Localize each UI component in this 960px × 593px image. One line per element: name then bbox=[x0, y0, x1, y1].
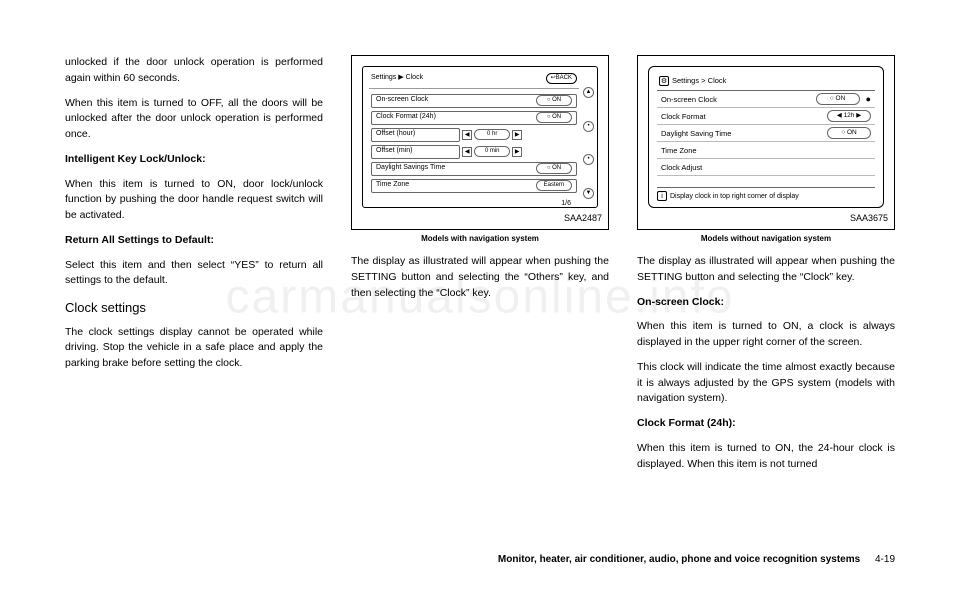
page-indicator: 1/6 bbox=[369, 199, 579, 210]
column-3: ⚙Settings > Clock On-screen Clock ○ ON ●… bbox=[637, 55, 895, 505]
figure-nav-screen: Settings ▶ Clock ↩BACK On-screen Clock ○ … bbox=[351, 55, 609, 230]
paragraph: This clock will indicate the time almost… bbox=[637, 360, 895, 407]
row-value: 0 hr bbox=[474, 129, 510, 140]
nav-row-dst: Daylight Savings Time ○ ON bbox=[371, 161, 577, 176]
simple-row-onscreen-clock: On-screen Clock ○ ON ● bbox=[657, 91, 875, 108]
row-value: ○ ON bbox=[536, 95, 572, 106]
right-arrow-icon: ▶ bbox=[512, 130, 522, 140]
column-1: unlocked if the door unlock operation is… bbox=[65, 55, 323, 505]
paragraph: When this item is turned to ON, a clock … bbox=[637, 319, 895, 351]
page-content: unlocked if the door unlock operation is… bbox=[65, 55, 895, 505]
paragraph: When this item is turned to ON, door loc… bbox=[65, 177, 323, 224]
simple-screen-display: ⚙Settings > Clock On-screen Clock ○ ON ●… bbox=[648, 66, 884, 208]
breadcrumb: Settings > Clock bbox=[672, 76, 726, 85]
footer-text: Display clock in top right corner of dis… bbox=[670, 193, 799, 200]
heading-return-defaults: Return All Settings to Default: bbox=[65, 233, 323, 249]
scroll-down-icon: ▼ bbox=[583, 188, 594, 199]
heading-intelligent-key: Intelligent Key Lock/Unlock: bbox=[65, 152, 323, 168]
row-label: On-screen Clock bbox=[661, 94, 816, 105]
scroll-up2-icon: • bbox=[583, 121, 594, 132]
simple-row-timezone: Time Zone bbox=[657, 142, 875, 159]
row-label: Offset (min) bbox=[376, 146, 412, 157]
row-value: Eastern bbox=[536, 180, 572, 191]
row-label: Clock Format (24h) bbox=[376, 112, 436, 123]
simple-row-dst: Daylight Saving Time ○ ON bbox=[657, 125, 875, 142]
nav-row-offset-hour: Offset (hour) ◀ 0 hr ▶ bbox=[371, 127, 577, 142]
paragraph: unlocked if the door unlock operation is… bbox=[65, 55, 323, 87]
selection-dot-icon: ● bbox=[866, 93, 871, 107]
scroll-down2-icon: • bbox=[583, 154, 594, 165]
row-label: On-screen Clock bbox=[376, 95, 428, 106]
settings-icon: ⚙ bbox=[659, 76, 669, 86]
row-label: Time Zone bbox=[376, 180, 409, 191]
nav-rows: On-screen Clock ○ ON Clock Format (24h) ○ … bbox=[369, 89, 579, 199]
heading-clock-settings: Clock settings bbox=[65, 298, 323, 318]
left-arrow-icon: ◀ bbox=[462, 147, 472, 157]
paragraph: The display as illustrated will appear w… bbox=[351, 254, 609, 301]
simple-footer: iDisplay clock in top right corner of di… bbox=[657, 187, 875, 203]
nav-row-clock-format: Clock Format (24h) ○ ON bbox=[371, 110, 577, 125]
figure-caption: Models without navigation system bbox=[637, 233, 895, 245]
figure-caption: Models with navigation system bbox=[351, 233, 609, 245]
back-button: ↩BACK bbox=[546, 73, 577, 84]
row-label: Clock Adjust bbox=[661, 162, 871, 173]
row-value: ○ ON bbox=[816, 93, 860, 105]
row-label: Clock Format bbox=[661, 111, 827, 122]
column-2: Settings ▶ Clock ↩BACK On-screen Clock ○ … bbox=[351, 55, 609, 505]
nav-row-onscreen-clock: On-screen Clock ○ ON bbox=[371, 93, 577, 108]
row-value: 0 min bbox=[474, 146, 510, 157]
paragraph: When this item is turned to ON, the 24-h… bbox=[637, 441, 895, 473]
simple-header: ⚙Settings > Clock bbox=[657, 73, 875, 91]
page-footer: Monitor, heater, air conditioner, audio,… bbox=[498, 554, 895, 565]
row-label: Time Zone bbox=[661, 145, 871, 156]
row-value: ○ ON bbox=[827, 127, 871, 139]
left-arrow-icon: ◀ bbox=[462, 130, 472, 140]
paragraph: The display as illustrated will appear w… bbox=[637, 254, 895, 286]
figure-code: SAA2487 bbox=[564, 212, 602, 226]
nav-row-timezone: Time Zone Eastern bbox=[371, 178, 577, 193]
footer-section: Monitor, heater, air conditioner, audio,… bbox=[498, 554, 860, 565]
info-icon: i bbox=[657, 191, 667, 201]
row-label: Daylight Saving Time bbox=[661, 128, 827, 139]
row-value: ◀ 12h ▶ bbox=[827, 110, 871, 122]
nav-row-offset-min: Offset (min) ◀ 0 min ▶ bbox=[371, 144, 577, 159]
figure-code: SAA3675 bbox=[850, 212, 888, 226]
figure-simple-screen: ⚙Settings > Clock On-screen Clock ○ ON ●… bbox=[637, 55, 895, 230]
paragraph: When this item is turned to OFF, all the… bbox=[65, 96, 323, 143]
breadcrumb: Settings ▶ Clock bbox=[371, 73, 423, 84]
heading-clock-format: Clock Format (24h): bbox=[637, 416, 895, 432]
right-arrow-icon: ▶ bbox=[512, 147, 522, 157]
row-label: Offset (hour) bbox=[376, 129, 415, 140]
nav-screen-display: Settings ▶ Clock ↩BACK On-screen Clock ○ … bbox=[362, 66, 598, 208]
simple-row-clock-format: Clock Format ◀ 12h ▶ bbox=[657, 108, 875, 125]
paragraph: Select this item and then select “YES” t… bbox=[65, 258, 323, 290]
simple-row-clock-adjust: Clock Adjust bbox=[657, 159, 875, 176]
row-value: ○ ON bbox=[536, 112, 572, 123]
page-number: 4-19 bbox=[875, 554, 895, 565]
row-value: ○ ON bbox=[536, 163, 572, 174]
row-label: Daylight Savings Time bbox=[376, 163, 445, 174]
heading-onscreen-clock: On-screen Clock: bbox=[637, 295, 895, 311]
paragraph: The clock settings display cannot be ope… bbox=[65, 325, 323, 372]
scroll-arrows: ▲ • • ▼ bbox=[583, 87, 595, 199]
scroll-up-icon: ▲ bbox=[583, 87, 594, 98]
nav-header: Settings ▶ Clock ↩BACK bbox=[369, 71, 579, 89]
